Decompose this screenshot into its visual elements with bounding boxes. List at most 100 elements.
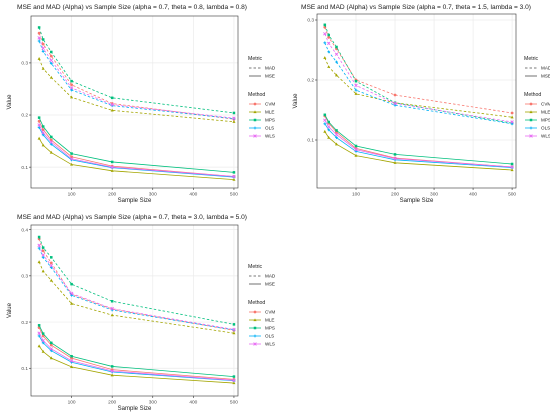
legend-label-ols: OLS	[265, 334, 274, 339]
legend-label-cvm: CVM	[265, 310, 275, 315]
data-point-mad-ols	[335, 60, 338, 64]
series-line-mad-mps	[38, 27, 234, 114]
series-group	[37, 26, 236, 181]
y-tick-label: 0.3	[21, 274, 28, 280]
data-point-mad-mps	[70, 282, 73, 286]
data-point-mad-mle	[41, 269, 45, 273]
series-line-mad-ols	[324, 42, 513, 125]
data-point-mse-mle	[327, 135, 331, 139]
data-point-mse-mle	[41, 349, 45, 353]
x-tick-label: 200	[108, 192, 116, 198]
data-point-mad-ols	[327, 50, 331, 54]
legend-key-symbol-cvm	[529, 102, 533, 106]
data-point-mad-mps	[110, 96, 114, 100]
legend-title-metric: Metric	[248, 56, 263, 62]
chart-title: MSE and MAD (Alpha) vs Sample Size (alph…	[301, 4, 531, 11]
data-point-mse-mps	[37, 116, 41, 119]
data-point-mad-mle	[354, 92, 358, 95]
data-point-mad-mle	[232, 331, 236, 335]
data-point-mad-cvm	[37, 31, 41, 35]
chart-panel-3: MSE and MAD (Alpha) vs Sample Size (alph…	[7, 214, 276, 412]
series-group	[323, 23, 514, 172]
series-line-mse-mps	[38, 325, 234, 377]
legend-label-mse: MSE	[541, 74, 550, 79]
data-point-mse-mle	[37, 344, 41, 348]
legend-label-cvm: CVM	[541, 102, 550, 107]
data-point-mse-wls	[110, 165, 114, 169]
legend-key-symbol-ols	[253, 126, 257, 130]
data-point-mad-mle	[37, 260, 41, 264]
legend-key-symbol-cvm	[253, 102, 257, 106]
legend-label-mad: MAD	[265, 274, 276, 279]
x-tick-label: 100	[68, 400, 76, 406]
data-point-mad-wls	[110, 306, 114, 311]
data-point-mse-mle	[110, 373, 114, 377]
series-line-mse-ols	[324, 123, 513, 168]
data-point-mad-mle	[37, 57, 41, 60]
data-point-mse-wls	[49, 347, 54, 351]
data-point-mse-wls	[110, 369, 114, 373]
data-point-mse-cvm	[37, 119, 41, 123]
series-line-mad-wls	[38, 245, 235, 330]
data-point-mse-mps	[323, 113, 327, 117]
series-line-mad-cvm	[38, 33, 234, 120]
series-line-mse-mle	[324, 131, 513, 171]
data-point-mad-ols	[510, 122, 514, 126]
data-point-mad-mle	[323, 56, 327, 59]
data-point-mse-wls	[354, 147, 358, 152]
data-point-mse-ols	[41, 341, 45, 345]
data-point-mad-mps	[323, 23, 327, 27]
data-point-mad-ols	[49, 266, 53, 269]
legend-title-metric: Metric	[524, 56, 539, 62]
data-point-mse-cvm	[70, 155, 73, 159]
series-line-mse-mle	[38, 345, 234, 384]
data-point-mse-mps	[335, 129, 338, 132]
data-point-mse-wls	[69, 157, 74, 161]
data-point-mad-mps	[50, 50, 53, 54]
data-point-mse-wls	[41, 131, 45, 135]
data-point-mad-ols	[354, 88, 358, 92]
legend-label-cvm: CVM	[265, 102, 275, 107]
data-point-mse-ols	[37, 334, 41, 338]
data-point-mad-mps	[232, 323, 236, 326]
data-point-mse-mps	[37, 324, 41, 327]
data-point-mad-mle	[327, 65, 331, 68]
data-point-mad-ols	[393, 103, 397, 107]
legend-title-method: Method	[524, 92, 541, 98]
data-point-mad-ols	[70, 293, 73, 297]
data-point-mad-wls	[510, 120, 514, 124]
x-tick-label: 500	[230, 400, 238, 406]
legend-key-symbol-mps	[253, 118, 257, 122]
data-point-mse-mle	[49, 150, 53, 154]
legend-key-symbol-wls	[253, 134, 257, 138]
data-point-mse-mps	[393, 153, 397, 156]
data-point-mse-mps	[110, 160, 114, 164]
data-point-mad-mps	[110, 299, 114, 303]
data-point-mse-mle	[37, 136, 41, 140]
legend-label-mse: MSE	[265, 74, 275, 79]
x-axis-label: Sample Size	[400, 198, 434, 204]
data-point-mse-wls	[323, 118, 327, 122]
data-point-mse-mle	[232, 177, 236, 181]
data-point-mse-mps	[232, 375, 236, 378]
legend-label-mle: MLE	[265, 110, 274, 115]
legend-key-symbol-mps	[529, 118, 533, 122]
data-point-mad-wls	[69, 291, 74, 296]
grid-lines	[31, 16, 238, 188]
data-point-mad-wls	[49, 58, 54, 63]
legend-label-mps: MPS	[265, 118, 275, 123]
data-point-mad-cvm	[510, 111, 514, 115]
data-point-mse-cvm	[41, 128, 45, 132]
x-tick-label: 500	[508, 192, 516, 198]
data-point-mad-ols	[41, 50, 45, 53]
x-axis-label: Sample Size	[118, 406, 152, 412]
legend-key-symbol-mps	[253, 326, 257, 330]
y-axis-label: Value	[293, 93, 299, 109]
plot-area	[317, 14, 516, 188]
data-point-mse-ols	[327, 128, 331, 132]
data-point-mse-mps	[70, 354, 73, 358]
chart-title: MSE and MAD (Alpha) vs Sample Size (alph…	[17, 4, 247, 11]
data-point-mad-wls	[326, 41, 331, 46]
